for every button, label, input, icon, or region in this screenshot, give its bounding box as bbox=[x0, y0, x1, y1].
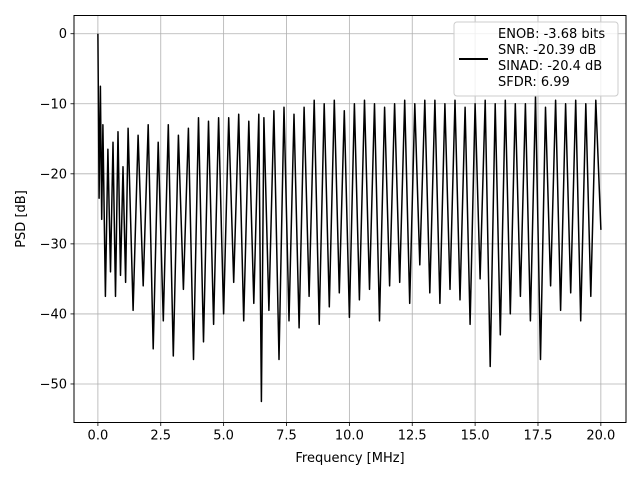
y-ticks: 0 −10 −20 −30 −40 −50 bbox=[40, 27, 74, 392]
y-tick-label: −10 bbox=[40, 97, 67, 112]
x-tick-label: 12.5 bbox=[398, 429, 427, 444]
y-axis-label: PSD [dB] bbox=[14, 190, 29, 248]
y-tick-label: −20 bbox=[40, 167, 67, 182]
y-tick-label: 0 bbox=[59, 27, 67, 42]
x-tick-label: 15.0 bbox=[461, 429, 490, 444]
legend-entry-sfdr: SFDR: 6.99 bbox=[498, 75, 570, 90]
x-tick-label: 5.0 bbox=[213, 429, 234, 444]
x-tick-label: 2.5 bbox=[150, 429, 171, 444]
psd-series-line bbox=[97, 33, 602, 403]
x-tick-label: 0.0 bbox=[88, 429, 109, 444]
y-tick-label: −30 bbox=[40, 237, 67, 252]
y-tick-label: −50 bbox=[40, 377, 67, 392]
series-layer bbox=[97, 33, 602, 403]
legend-entry-snr: SNR: -20.39 dB bbox=[498, 43, 596, 58]
x-tick-label: 20.0 bbox=[586, 429, 615, 444]
x-axis-label: Frequency [MHz] bbox=[295, 451, 404, 466]
y-tick-label: −40 bbox=[40, 307, 67, 322]
x-ticks: 0.0 2.5 5.0 7.5 10.0 12.5 15.0 17.5 20.0 bbox=[88, 422, 615, 444]
x-tick-label: 10.0 bbox=[335, 429, 364, 444]
legend-entry-enob: ENOB: -3.68 bits bbox=[498, 27, 605, 42]
legend: ENOB: -3.68 bits SNR: -20.39 dB SINAD: -… bbox=[453, 21, 619, 97]
x-tick-label: 7.5 bbox=[276, 429, 297, 444]
legend-box bbox=[453, 21, 619, 97]
x-tick-label: 17.5 bbox=[524, 429, 553, 444]
axes-frame bbox=[73, 15, 627, 423]
legend-entry-sinad: SINAD: -20.4 dB bbox=[498, 59, 602, 74]
